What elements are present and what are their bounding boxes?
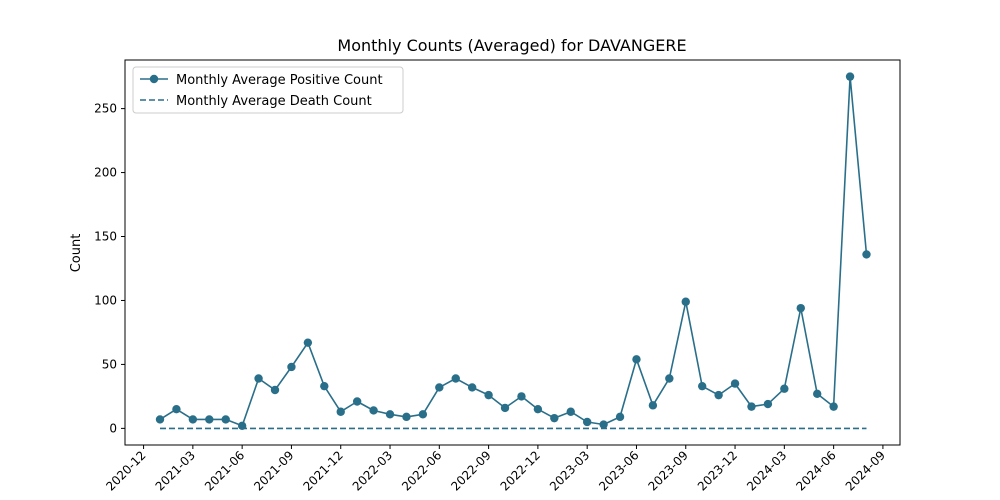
x-tick-label: 2023-03 bbox=[547, 448, 592, 493]
x-tick-label: 2024-03 bbox=[744, 448, 789, 493]
positive-count-point bbox=[270, 385, 280, 395]
positive-count-point bbox=[796, 303, 805, 313]
positive-count-point bbox=[500, 403, 510, 413]
positive-count-point bbox=[730, 379, 740, 388]
y-axis-label: Count bbox=[69, 234, 84, 273]
positive-count-point bbox=[780, 384, 789, 393]
y-tick-label: 150 bbox=[94, 230, 117, 244]
positive-count-point bbox=[697, 381, 707, 391]
series-line-positive-count bbox=[159, 75, 868, 427]
x-tick-label: 2023-12 bbox=[695, 448, 740, 493]
y-tick-label: 100 bbox=[94, 293, 117, 307]
y-tick-label: 250 bbox=[94, 102, 117, 116]
positive-count-point bbox=[418, 410, 428, 419]
x-tick-label: 2022-12 bbox=[498, 448, 543, 493]
x-tick-label: 2022-06 bbox=[399, 448, 444, 493]
chart-title: Monthly Counts (Averaged) for DAVANGERE bbox=[337, 36, 686, 55]
legend-label: Monthly Average Positive Count bbox=[176, 73, 383, 88]
positive-count-point bbox=[385, 410, 395, 419]
x-tick-label: 2021-09 bbox=[251, 448, 296, 493]
positive-count-point bbox=[648, 401, 658, 410]
positive-count-point bbox=[550, 413, 559, 423]
positive-count-point bbox=[352, 397, 362, 406]
positive-count-point bbox=[763, 399, 773, 409]
legend-label: Monthly Average Death Count bbox=[176, 94, 372, 109]
positive-count-point bbox=[303, 338, 313, 347]
x-tick-label: 2022-03 bbox=[350, 448, 395, 493]
x-tick-label: 2023-06 bbox=[596, 448, 641, 493]
positive-count-point bbox=[665, 374, 674, 383]
positive-count-point bbox=[813, 389, 822, 399]
positive-count-point bbox=[451, 374, 460, 383]
positive-count-point bbox=[566, 407, 575, 416]
positive-count-point bbox=[435, 383, 444, 392]
x-tick-label: 2020-12 bbox=[103, 448, 148, 493]
x-tick-label: 2021-12 bbox=[300, 448, 345, 493]
x-tick-label: 2024-06 bbox=[793, 448, 838, 493]
y-tick-label: 200 bbox=[94, 166, 117, 180]
positive-count-point bbox=[155, 415, 165, 424]
positive-count-point bbox=[172, 404, 181, 414]
positive-count-point bbox=[188, 415, 198, 424]
positive-count-point bbox=[632, 355, 641, 364]
legend-box bbox=[132, 66, 404, 114]
plot-frame bbox=[124, 59, 901, 446]
positive-count-point bbox=[369, 406, 378, 415]
positive-count-point bbox=[467, 383, 477, 392]
positive-count-point bbox=[336, 407, 345, 416]
positive-count-point bbox=[484, 390, 493, 400]
legend-marker bbox=[149, 74, 159, 84]
positive-count-point bbox=[402, 412, 411, 422]
positive-count-point bbox=[254, 374, 263, 383]
positive-count-point bbox=[829, 402, 838, 411]
positive-count-point bbox=[845, 72, 855, 81]
x-tick-label: 2023-09 bbox=[646, 448, 691, 493]
positive-count-point bbox=[320, 381, 329, 391]
x-tick-label: 2022-09 bbox=[448, 448, 493, 493]
y-tick-label: 0 bbox=[109, 421, 117, 435]
positive-count-point bbox=[582, 417, 592, 427]
y-tick-label: 50 bbox=[102, 357, 117, 371]
positive-count-point bbox=[533, 404, 543, 414]
positive-count-point bbox=[714, 390, 723, 400]
positive-count-point bbox=[221, 415, 230, 424]
positive-count-point bbox=[205, 415, 214, 424]
x-tick-label: 2024-09 bbox=[843, 448, 888, 493]
positive-count-point bbox=[615, 412, 625, 422]
x-tick-label: 2021-06 bbox=[202, 448, 247, 493]
positive-count-point bbox=[287, 362, 296, 372]
plot-area bbox=[155, 72, 871, 431]
positive-count-point bbox=[517, 392, 526, 401]
positive-count-point bbox=[862, 250, 871, 259]
positive-count-point bbox=[747, 402, 756, 411]
x-tick-label: 2021-03 bbox=[153, 448, 198, 493]
legend: Monthly Average Positive Count Monthly Av… bbox=[132, 66, 404, 114]
positive-count-point bbox=[681, 297, 690, 306]
positive-count-point bbox=[599, 420, 608, 429]
